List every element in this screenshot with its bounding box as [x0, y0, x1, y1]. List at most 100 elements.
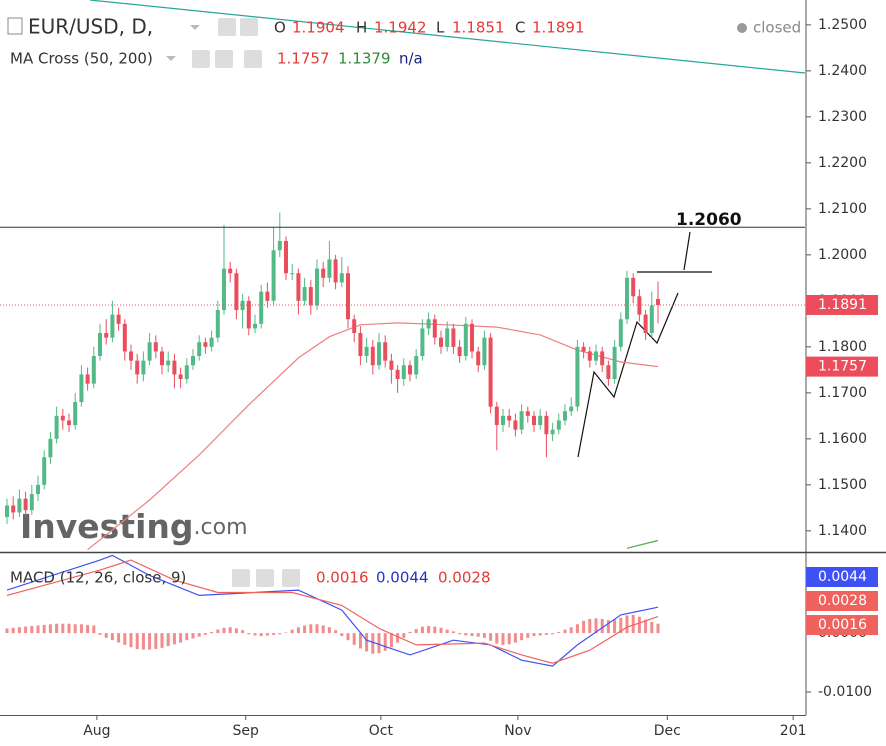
indicator-line	[626, 539, 659, 549]
y-tick-label: 1.2100	[818, 201, 867, 217]
candle-body	[420, 328, 425, 357]
dropdown-caret[interactable]	[166, 56, 176, 61]
watermark-suffix: .com	[194, 515, 248, 540]
candle-body	[439, 337, 444, 347]
eye-icon[interactable]	[232, 569, 250, 587]
histogram-bar	[644, 619, 648, 634]
histogram-bar	[575, 624, 579, 634]
candle-body	[110, 314, 115, 338]
candle-body	[178, 374, 183, 380]
histogram-bar	[408, 631, 412, 634]
histogram-bar	[141, 633, 145, 650]
histogram-bar	[507, 633, 511, 645]
candle-body	[166, 360, 171, 366]
symbol-title: EUR/USD, D,	[28, 15, 153, 39]
histogram-bar	[396, 633, 400, 643]
candle-body	[606, 365, 611, 380]
candle-body	[643, 314, 648, 334]
candle-body	[463, 323, 468, 357]
histogram-bar	[439, 627, 443, 634]
histogram-bar	[185, 633, 189, 641]
candle-body	[395, 369, 400, 380]
candle-body	[228, 268, 233, 274]
candle-body	[48, 438, 53, 458]
histogram-bar	[160, 633, 164, 648]
histogram-bar	[86, 624, 90, 634]
candle-body	[5, 505, 10, 518]
candle-body	[296, 273, 301, 301]
candle-body	[42, 457, 47, 485]
histogram-bar	[24, 626, 28, 634]
remove-icon[interactable]	[282, 569, 300, 587]
candle-body	[259, 291, 264, 324]
histogram-bar	[365, 633, 369, 652]
indicator-value: 1.1379	[338, 50, 391, 68]
candle-body	[476, 351, 481, 366]
ohlc-value: 1.1942	[374, 19, 427, 37]
ohlc-label: L	[436, 19, 445, 37]
candle-body	[494, 406, 499, 426]
settings-icon[interactable]	[215, 50, 233, 68]
histogram-bar	[402, 633, 406, 638]
ohlc-value: 1.1891	[532, 19, 585, 37]
eye-icon[interactable]	[218, 18, 236, 36]
candle-body	[445, 328, 450, 347]
histogram-bar	[656, 623, 660, 634]
histogram-bar	[222, 627, 226, 634]
histogram-bar	[551, 633, 555, 635]
histogram-bar	[30, 626, 34, 634]
histogram-bar	[352, 633, 356, 645]
histogram-bar	[520, 633, 524, 641]
candle-body	[618, 319, 623, 347]
x-tick-label: Dec	[654, 723, 681, 739]
candle-body	[581, 346, 586, 352]
candle-body	[141, 360, 146, 375]
histogram-bar	[98, 633, 102, 635]
candle-body	[203, 342, 208, 347]
market-status: closed	[753, 19, 801, 37]
candle-body	[36, 484, 41, 495]
histogram-bar	[290, 629, 294, 634]
candle-body	[315, 268, 320, 306]
candle-body	[346, 273, 351, 320]
candle-body	[172, 360, 177, 375]
candle-body	[91, 356, 96, 384]
collapse-icon[interactable]	[7, 17, 23, 35]
annotation-label: 1.2060	[676, 210, 742, 230]
histogram-bar	[346, 633, 350, 641]
remove-icon[interactable]	[244, 50, 262, 68]
candle-body	[209, 337, 214, 347]
histogram-bar	[445, 629, 449, 634]
candle-body	[383, 342, 388, 361]
histogram-bar	[377, 633, 381, 654]
histogram-bar	[17, 627, 21, 634]
candle-body	[215, 310, 220, 338]
settings-icon[interactable]	[256, 569, 274, 587]
histogram-bar	[79, 624, 83, 634]
histogram-bar	[191, 633, 195, 639]
histogram-bar	[135, 633, 139, 650]
settings-icon[interactable]	[240, 18, 258, 36]
histogram-bar	[637, 616, 641, 634]
histogram-bar	[650, 621, 654, 634]
histogram-bar	[73, 624, 77, 634]
y-tick-label: 1.1600	[818, 431, 867, 447]
candle-body	[67, 420, 72, 426]
candle-body	[457, 346, 462, 357]
histogram-bar	[55, 623, 59, 634]
histogram-bar	[389, 633, 393, 648]
candle-body	[649, 305, 654, 334]
indicator-value: 1.1757	[277, 50, 330, 68]
histogram-bar	[588, 618, 592, 634]
eye-icon[interactable]	[192, 50, 210, 68]
histogram-bar	[458, 633, 462, 635]
histogram-bar	[594, 618, 598, 634]
candle-body	[364, 346, 369, 357]
histogram-bar	[148, 633, 152, 650]
dropdown-caret[interactable]	[190, 25, 200, 30]
histogram-bar	[154, 633, 158, 650]
histogram-bar	[104, 633, 108, 638]
price-marker	[806, 294, 878, 315]
histogram-bar	[371, 633, 375, 654]
